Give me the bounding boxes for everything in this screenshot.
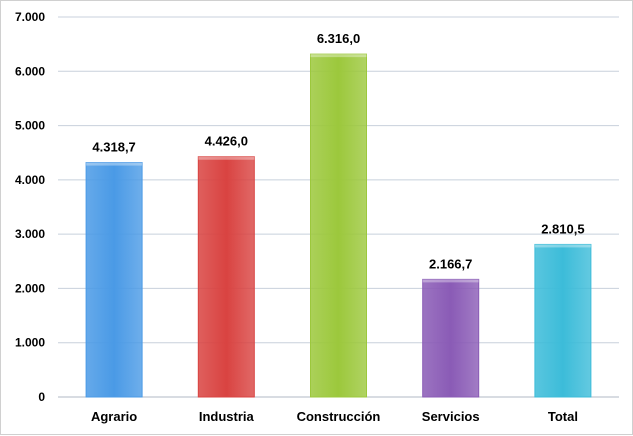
bar-total — [534, 243, 592, 398]
data-label: 2.810,5 — [541, 221, 584, 236]
x-tick-label: Agrario — [91, 409, 137, 424]
y-tick-label: 1.000 — [15, 336, 45, 350]
x-tick-label: Industria — [199, 409, 255, 424]
bar-top-highlight — [198, 156, 255, 160]
bar-industria — [197, 156, 255, 398]
bar-top-highlight — [86, 162, 143, 166]
data-label: 4.318,7 — [92, 140, 135, 155]
y-tick-label: 7.000 — [15, 10, 45, 24]
y-tick-label: 0 — [38, 390, 45, 404]
data-label: 6.316,0 — [317, 31, 360, 46]
bar-top-highlight — [534, 244, 591, 248]
data-label: 4.426,0 — [205, 134, 248, 149]
y-tick-label: 5.000 — [15, 119, 45, 133]
bar-servicios — [422, 278, 480, 398]
x-tick-label: Servicios — [422, 409, 480, 424]
y-tick-label: 3.000 — [15, 227, 45, 241]
bar-top-highlight — [422, 279, 479, 283]
y-tick-label: 2.000 — [15, 281, 45, 295]
data-label: 2.166,7 — [429, 256, 472, 271]
x-tick-label: Construcción — [297, 409, 381, 424]
y-tick-label: 6.000 — [15, 64, 45, 78]
bar-top-highlight — [310, 54, 367, 58]
bar-construcción — [310, 53, 367, 398]
x-tick-label: Total — [548, 409, 578, 424]
bar-agrario — [85, 162, 143, 398]
y-tick-label: 4.000 — [15, 173, 45, 187]
